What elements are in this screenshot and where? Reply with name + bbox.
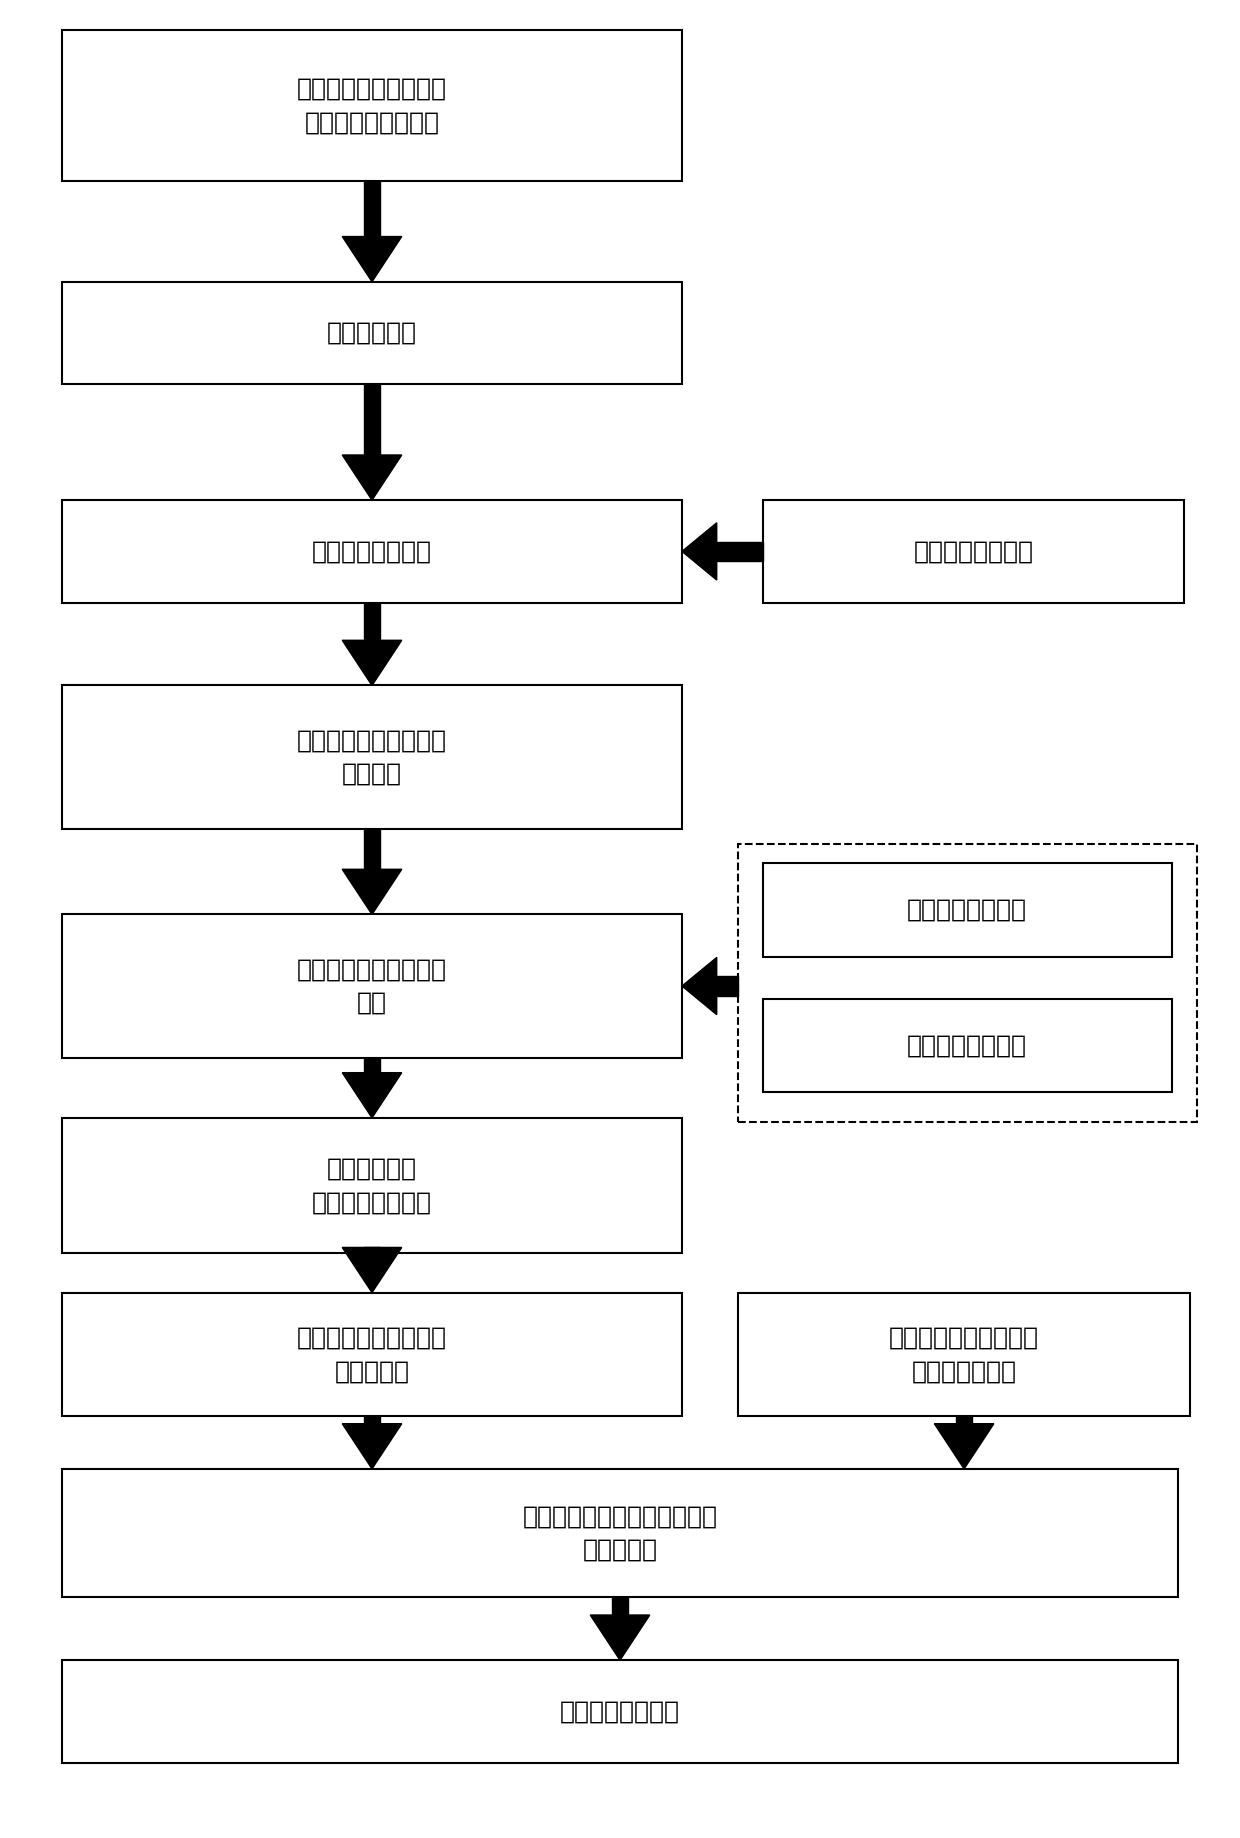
FancyBboxPatch shape bbox=[62, 281, 682, 384]
FancyBboxPatch shape bbox=[62, 500, 682, 603]
Polygon shape bbox=[342, 237, 402, 281]
FancyBboxPatch shape bbox=[738, 844, 1197, 1123]
Text: 累计过机泥沙通量: 累计过机泥沙通量 bbox=[560, 1700, 680, 1724]
Bar bbox=[365, 603, 379, 640]
FancyBboxPatch shape bbox=[62, 686, 682, 829]
Text: 数学模型验证: 数学模型验证 bbox=[327, 322, 417, 346]
Bar bbox=[365, 180, 379, 237]
Polygon shape bbox=[342, 1248, 402, 1292]
Polygon shape bbox=[342, 640, 402, 686]
Text: 建立抽水蓄能电站平面
二维水沙流数学模型: 建立抽水蓄能电站平面 二维水沙流数学模型 bbox=[298, 77, 446, 134]
FancyBboxPatch shape bbox=[763, 864, 1172, 956]
Polygon shape bbox=[682, 522, 717, 581]
FancyBboxPatch shape bbox=[62, 1660, 1178, 1763]
Text: 取水口含沙量与入库含
沙量的关系: 取水口含沙量与入库含 沙量的关系 bbox=[298, 1325, 446, 1384]
FancyBboxPatch shape bbox=[763, 998, 1172, 1092]
Text: 典型入库水沙条件: 典型入库水沙条件 bbox=[908, 899, 1027, 923]
Bar bbox=[611, 1597, 627, 1616]
Text: 过机沙量与抽水蓄能时过机含
沙量的关系: 过机沙量与抽水蓄能时过机含 沙量的关系 bbox=[522, 1503, 718, 1562]
FancyBboxPatch shape bbox=[62, 1118, 682, 1254]
FancyBboxPatch shape bbox=[62, 1292, 682, 1415]
FancyBboxPatch shape bbox=[738, 1292, 1190, 1415]
FancyBboxPatch shape bbox=[62, 915, 682, 1057]
Text: 不同条件下取
水口断面的含沙量: 不同条件下取 水口断面的含沙量 bbox=[312, 1156, 432, 1215]
Polygon shape bbox=[342, 456, 402, 500]
Bar bbox=[717, 976, 738, 996]
Polygon shape bbox=[935, 1424, 994, 1469]
Bar bbox=[956, 1415, 972, 1424]
Text: 水电站运行不同年份后
库区地形: 水电站运行不同年份后 库区地形 bbox=[298, 728, 446, 787]
Polygon shape bbox=[342, 869, 402, 915]
Polygon shape bbox=[342, 1424, 402, 1469]
FancyBboxPatch shape bbox=[763, 500, 1184, 603]
Text: 过水能机含沙量与抽水
时含沙量的关系: 过水能机含沙量与抽水 时含沙量的关系 bbox=[889, 1325, 1039, 1384]
Polygon shape bbox=[342, 1073, 402, 1118]
Bar bbox=[365, 829, 379, 869]
FancyBboxPatch shape bbox=[62, 29, 682, 180]
Bar bbox=[365, 1057, 379, 1073]
Text: 下边界的控制条件: 下边界的控制条件 bbox=[908, 1033, 1027, 1057]
Bar bbox=[365, 384, 379, 456]
Bar bbox=[365, 1415, 379, 1424]
Polygon shape bbox=[590, 1616, 650, 1660]
Text: 水电站不同频率洪水的
模拟: 水电站不同频率洪水的 模拟 bbox=[298, 958, 446, 1015]
Polygon shape bbox=[682, 958, 717, 1015]
FancyBboxPatch shape bbox=[62, 1469, 1178, 1597]
Text: 确定数模计算条件: 确定数模计算条件 bbox=[914, 539, 1033, 564]
Text: 数学模型模拟计算: 数学模型模拟计算 bbox=[312, 539, 432, 564]
Bar bbox=[717, 542, 763, 561]
